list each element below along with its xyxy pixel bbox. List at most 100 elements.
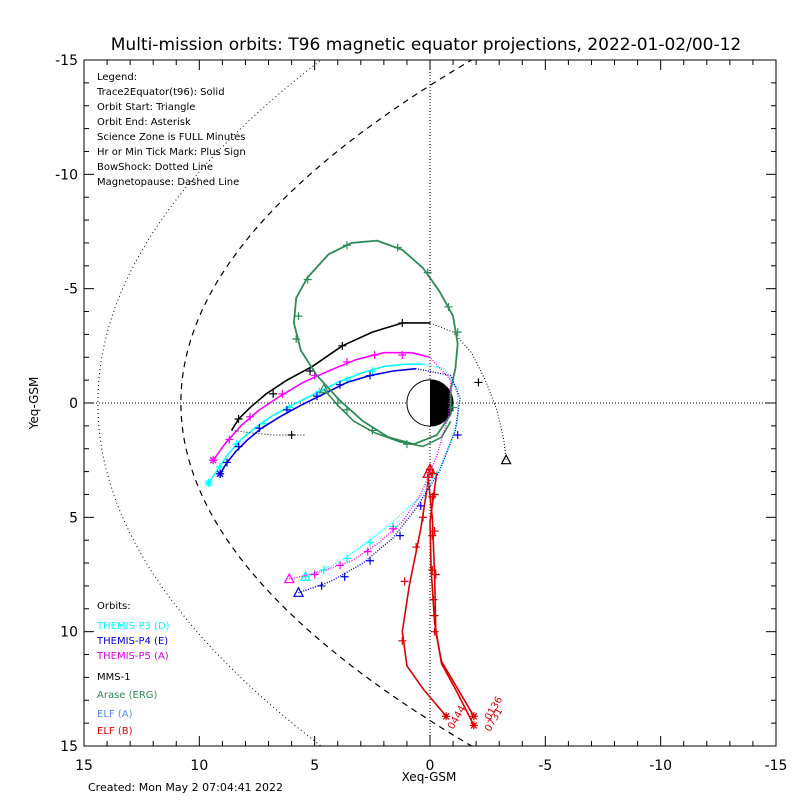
legend-line: Orbit Start: Triangle <box>97 102 195 113</box>
themis-inbound-tick <box>366 538 375 547</box>
orbit-themis-p3-d-tick <box>216 463 225 472</box>
themis-inbound-tick <box>340 572 349 581</box>
orbit-elf-a-tick <box>430 627 439 636</box>
x-tick-label: -10 <box>649 758 672 774</box>
orbit-themis-p4-e-tick <box>336 380 345 389</box>
orbit-themis-p5-a-tick <box>246 412 255 421</box>
orbit-themis-p4-e-tick <box>312 392 321 401</box>
themis-inbound-tick <box>317 581 326 590</box>
y-tick-label: 0 <box>69 396 78 412</box>
orbit-themis-p4-e-tick <box>234 442 243 451</box>
y-tick-label: -10 <box>55 167 78 183</box>
orbit-arase-erg-tick <box>342 241 351 250</box>
orbit-arase-erg-loop <box>293 239 459 446</box>
orbit-themis-p5-a-tick <box>398 350 407 359</box>
orbit-themis-p4-e-tick <box>223 458 232 467</box>
themis-inbound-line <box>289 356 452 580</box>
themis-inbound-tick <box>363 547 372 556</box>
orbit-themis-p3-d-end-asterisk <box>204 479 213 488</box>
orbit-themis-p4-e-start-triangle <box>293 586 305 597</box>
x-tick-label: 15 <box>75 758 93 774</box>
orbit-mms-1-dotted <box>429 322 507 461</box>
orbit-elf-b-line <box>401 469 447 717</box>
magnetopause-line <box>180 60 473 746</box>
orbit-arase-erg-tick <box>449 403 458 412</box>
orbit-mms-1-tick <box>269 389 278 398</box>
orbits-legend-entry: THEMIS-P5 (A) <box>96 651 169 662</box>
y-tick-label: -15 <box>55 53 78 69</box>
themis-inbound-tick <box>453 431 462 440</box>
orbit-arase-erg-tick <box>292 334 301 343</box>
orbit-themis-p5-a-tick <box>278 389 287 398</box>
orbits-legend-entry: Arase (ERG) <box>97 690 158 701</box>
y-tick-label: 15 <box>60 739 78 755</box>
orbit-mms-1-tick <box>287 431 296 440</box>
x-tick-label: -5 <box>538 758 552 774</box>
orbit-themis-p3-d-tick <box>368 366 377 375</box>
orbit-elf-b-tick <box>400 577 409 586</box>
orbits-legend-entry: THEMIS-P3 (D) <box>96 621 170 632</box>
orbits-legend-entry: ELF (B) <box>97 726 133 737</box>
orbit-themis-p5-a-tick <box>370 350 379 359</box>
axes: 15 10 5 0 -5 -10 -15 -15 -10 -5 0 5 10 15 <box>55 53 787 774</box>
orbit-arase-erg-tick <box>423 268 432 277</box>
orbit-arase-erg-tick <box>444 302 453 311</box>
orbit-elf-a-end-asterisk <box>469 712 478 721</box>
orbit-mms-1-line <box>230 322 430 431</box>
themis-inbound-tick <box>310 570 319 579</box>
orbit-themis-p4-e-line <box>219 367 417 475</box>
themis-inbound-tick <box>301 572 310 581</box>
orbit-mms-1-tick <box>398 318 407 327</box>
earth-night-side <box>430 379 454 427</box>
orbit-arase-erg-tick <box>402 440 411 449</box>
legend-line: Magnetopause: Dashed Line <box>97 177 239 188</box>
legend-line: Hr or Min Tick Mark: Plus Sign <box>97 147 246 158</box>
x-tick-label: 5 <box>310 758 319 774</box>
orbit-arase-erg-tick <box>294 312 303 321</box>
orbit-themis-p4-e-tick <box>255 424 264 433</box>
themis-inbound-tick <box>336 561 345 570</box>
themis-inbound-line <box>305 363 459 578</box>
orbit-arase-erg-tick <box>333 399 342 407</box>
themis-inbound-tick <box>342 554 351 563</box>
orbit-elf-b-tick <box>428 531 437 540</box>
orbit-elf-b-end-asterisk <box>469 721 478 730</box>
orbit-arase-erg-tick <box>393 243 402 252</box>
y-tick-label: -5 <box>64 282 78 298</box>
orbit-elf-a-tick <box>430 527 439 536</box>
y-tick-label: 10 <box>60 625 78 641</box>
legend-line: Orbit End: Asterisk <box>97 117 191 128</box>
legend-styles: Legend: Trace2Equator(t96): Solid Orbit St… <box>96 72 246 188</box>
orbit-elf-b-tick <box>419 513 428 522</box>
legend-line: Science Zone is FULL Minutes <box>97 132 246 143</box>
x-tick-label: 0 <box>426 758 435 774</box>
legend-line: Legend: <box>97 72 137 83</box>
themis-inbound-tick <box>389 524 398 533</box>
orbit-mms-1-tick <box>306 366 315 375</box>
orbit-mms-1-tick <box>338 341 347 350</box>
orbits-legend-entry: ELF (A) <box>97 709 133 720</box>
y-axis-label: Yeq-GSM <box>27 377 41 431</box>
orbit-themis-p5-a-end-asterisk <box>209 456 218 465</box>
x-axis-label: Xeq-GSM <box>402 770 457 784</box>
orbit-mms-1-start-triangle <box>500 453 512 465</box>
orbit-themis-p3-d-line <box>207 363 424 484</box>
orbit-themis-p4-e-end-asterisk <box>216 469 225 478</box>
orbits-legend-entry: THEMIS-P4 (E) <box>96 636 168 647</box>
orbit-mms-1-tick <box>474 378 483 387</box>
orbit-elf-b-tick <box>412 543 421 552</box>
legend-orbits: Orbits: THEMIS-P3 (D) THEMIS-P4 (E) THEMIS-… <box>96 601 170 737</box>
orbit-elf-b-extra <box>429 471 475 726</box>
orbit-arase-erg-inner <box>323 388 452 448</box>
orbits-legend-title: Orbits: <box>97 601 131 612</box>
orbit-arase-erg-tick <box>368 426 377 435</box>
orbit-themis-p5-a-tick <box>342 357 351 366</box>
orbit-elf-b-tick <box>428 565 437 574</box>
orbit-elf-b-end-asterisk <box>442 712 451 721</box>
orbit-themis-p5-a-line <box>212 351 431 461</box>
orbit-arase-erg-tick <box>342 405 351 414</box>
orbits-legend-entry: MMS-1 <box>97 672 131 683</box>
orbit-mms-1-tail <box>231 429 306 436</box>
